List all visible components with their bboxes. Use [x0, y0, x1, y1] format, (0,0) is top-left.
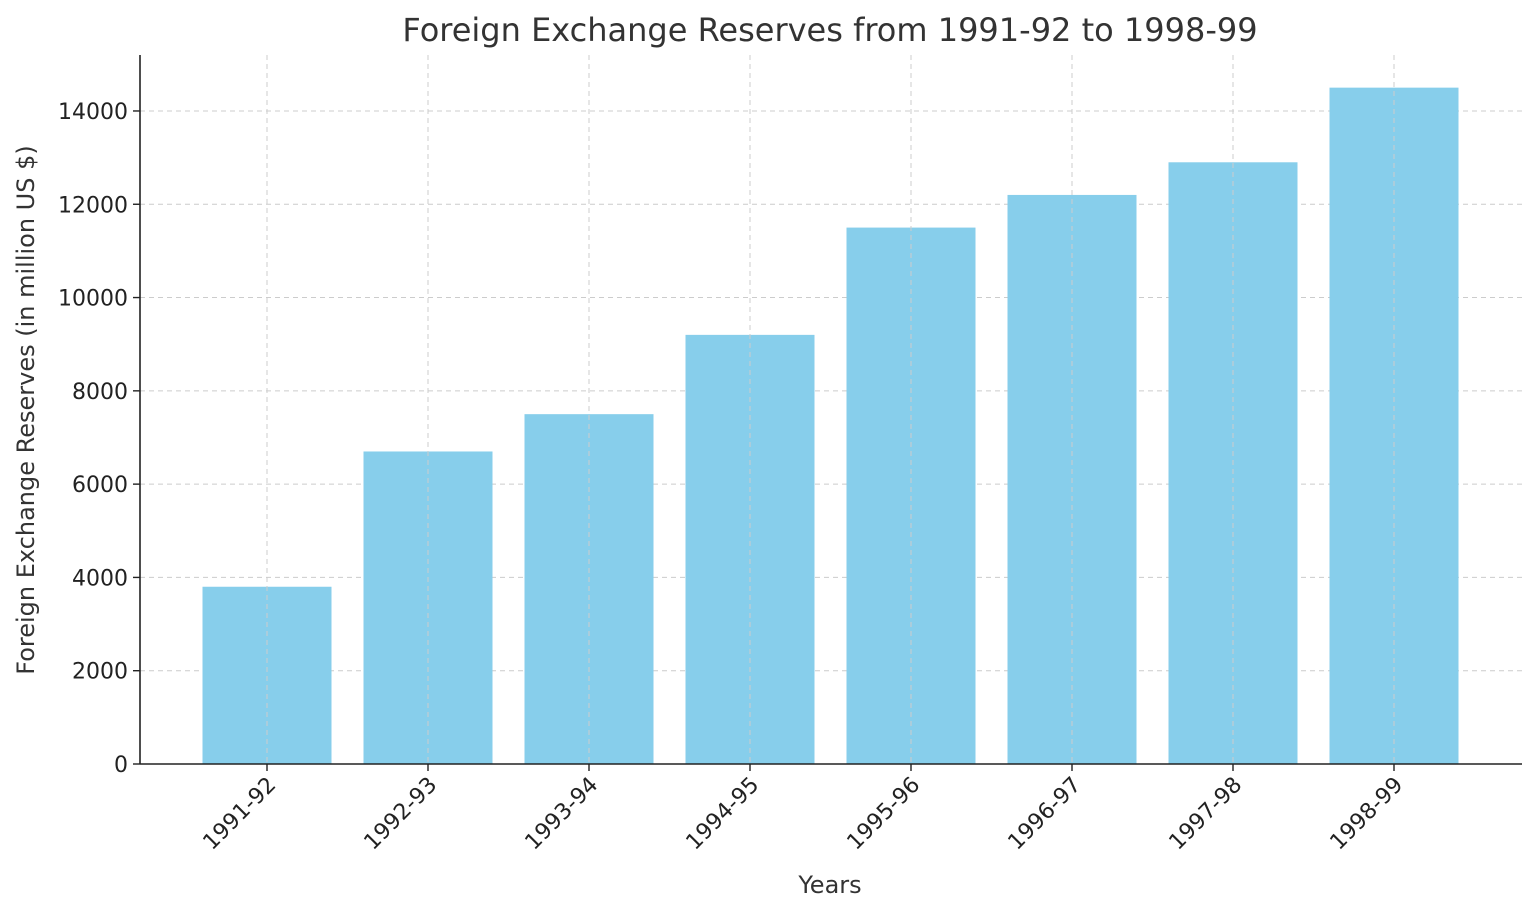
x-tick-label: 1997-98 — [1165, 773, 1248, 856]
x-tick-label: 1994-95 — [682, 773, 765, 856]
x-tick-label: 1998-99 — [1326, 773, 1409, 856]
x-tick-label: 1995-96 — [843, 773, 926, 856]
grid — [140, 55, 1522, 764]
y-tick-label: 10000 — [58, 287, 128, 312]
y-tick-label: 14000 — [58, 100, 128, 125]
y-tick-label: 12000 — [58, 193, 128, 218]
x-tick-label: 1992-93 — [360, 773, 443, 856]
x-tick-label: 1993-94 — [521, 773, 604, 856]
bars — [202, 55, 1459, 765]
y-tick-label: 2000 — [72, 660, 128, 685]
y-tick-label: 6000 — [72, 473, 128, 498]
y-tick-label: 8000 — [72, 380, 128, 405]
y-tick-label: 4000 — [72, 566, 128, 591]
y-tick-label: 0 — [114, 753, 128, 778]
axes — [133, 55, 1522, 771]
chart-title: Foreign Exchange Reserves from 1991-92 t… — [402, 11, 1257, 49]
y-axis-label: Foreign Exchange Reserves (in million US… — [12, 145, 40, 675]
x-tick-label: 1996-97 — [1004, 773, 1087, 856]
x-axis-label: Years — [797, 871, 861, 899]
x-tick-label: 1991-92 — [199, 773, 282, 856]
